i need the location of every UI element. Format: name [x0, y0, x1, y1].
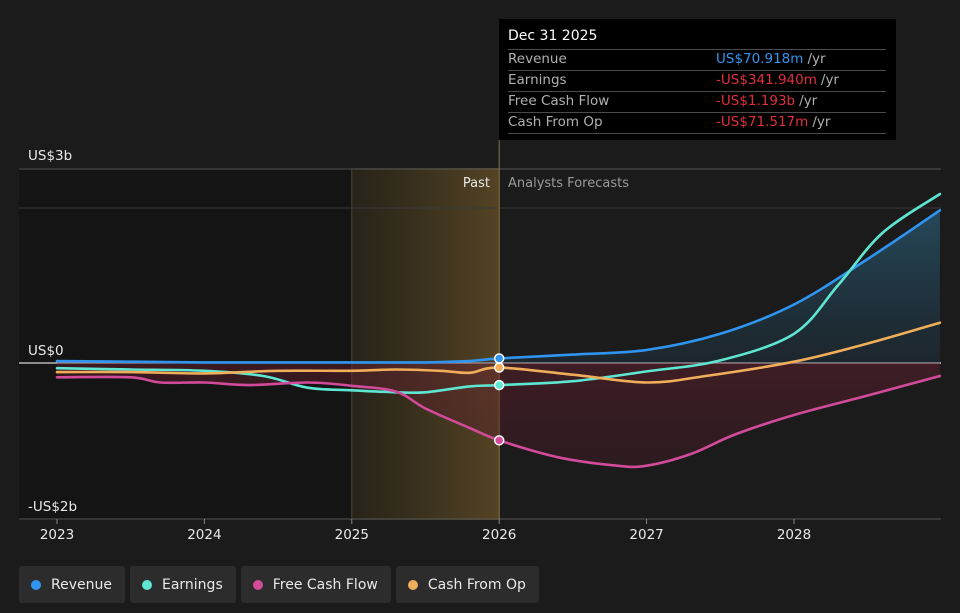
y-label-top: US$3b [28, 148, 72, 164]
tooltip-unit: /yr [820, 72, 839, 88]
highlight-markers [493, 353, 505, 446]
tooltip-label: Earnings [508, 72, 567, 88]
tooltip: Dec 31 2025 Revenue US$70.918m /yr Earni… [499, 19, 896, 140]
y-label-bottom: -US$2b [28, 499, 77, 515]
tooltip-value: US$70.918m [716, 51, 804, 67]
legend-dot-icon [141, 579, 152, 590]
legend-item-earnings[interactable]: Earnings [129, 566, 236, 603]
x-tick-label: 2024 [187, 527, 221, 543]
legend-item-free-cash-flow[interactable]: Free Cash Flow [240, 566, 391, 603]
axis-labels: US$3b US$0 -US$2b Past Analysts Forecast… [28, 148, 629, 515]
series-line-free-cash-flow [55, 374, 942, 469]
tooltip-label: Revenue [508, 51, 567, 67]
tooltip-value: -US$71.517m [716, 114, 809, 130]
x-tick-label: 2027 [629, 527, 663, 543]
tooltip-row-earnings: Earnings -US$341.940m /yr [508, 70, 886, 91]
legend-dot-icon [252, 579, 263, 590]
marker-earnings [493, 379, 505, 391]
tooltip-label: Cash From Op [508, 114, 603, 130]
legend-label: Free Cash Flow [272, 576, 378, 593]
tooltip-row-free-cash-flow: Free Cash Flow -US$1.193b /yr [508, 91, 886, 112]
legend-label: Cash From Op [427, 576, 526, 593]
forecast-label: Analysts Forecasts [508, 176, 629, 191]
x-tick-label: 2025 [335, 527, 369, 543]
marker-revenue [493, 353, 505, 364]
legend: Revenue Earnings Free Cash Flow Cash Fro… [19, 566, 539, 603]
tooltip-row-cash-from-op: Cash From Op -US$71.517m /yr [508, 112, 886, 134]
legend-label: Earnings [161, 576, 223, 593]
series-line-cash-from-op [55, 321, 942, 384]
legend-dot-icon [407, 579, 418, 590]
tooltip-date: Dec 31 2025 [508, 28, 598, 44]
legend-dot-icon [31, 579, 41, 590]
tooltip-value: -US$1.193b [716, 93, 796, 109]
x-axis-ticks: 2023 2024 2025 2026 2027 2028 [40, 519, 811, 543]
x-tick-label: 2028 [777, 527, 811, 543]
legend-label: Revenue [51, 576, 112, 593]
recent-past-band [351, 168, 499, 520]
tooltip-unit: /yr [807, 51, 826, 67]
series-line-earnings [55, 192, 942, 395]
series-line-revenue [55, 209, 942, 364]
series-lines [55, 192, 942, 469]
tooltip-unit: /yr [799, 93, 818, 109]
past-label: Past [463, 176, 490, 191]
tooltip-unit: /yr [812, 114, 831, 130]
marker-cash-from-op [493, 362, 505, 373]
y-label-zero: US$0 [28, 343, 64, 359]
tooltip-value: -US$341.940m [716, 72, 817, 88]
legend-item-revenue[interactable]: Revenue [19, 566, 125, 603]
tooltip-row-revenue: Revenue US$70.918m /yr [508, 49, 886, 70]
x-tick-label: 2026 [482, 527, 516, 543]
marker-free-cash-flow [493, 435, 505, 446]
legend-item-cash-from-op[interactable]: Cash From Op [395, 566, 539, 603]
tooltip-label: Free Cash Flow [508, 93, 610, 109]
x-tick-label: 2023 [40, 527, 74, 543]
